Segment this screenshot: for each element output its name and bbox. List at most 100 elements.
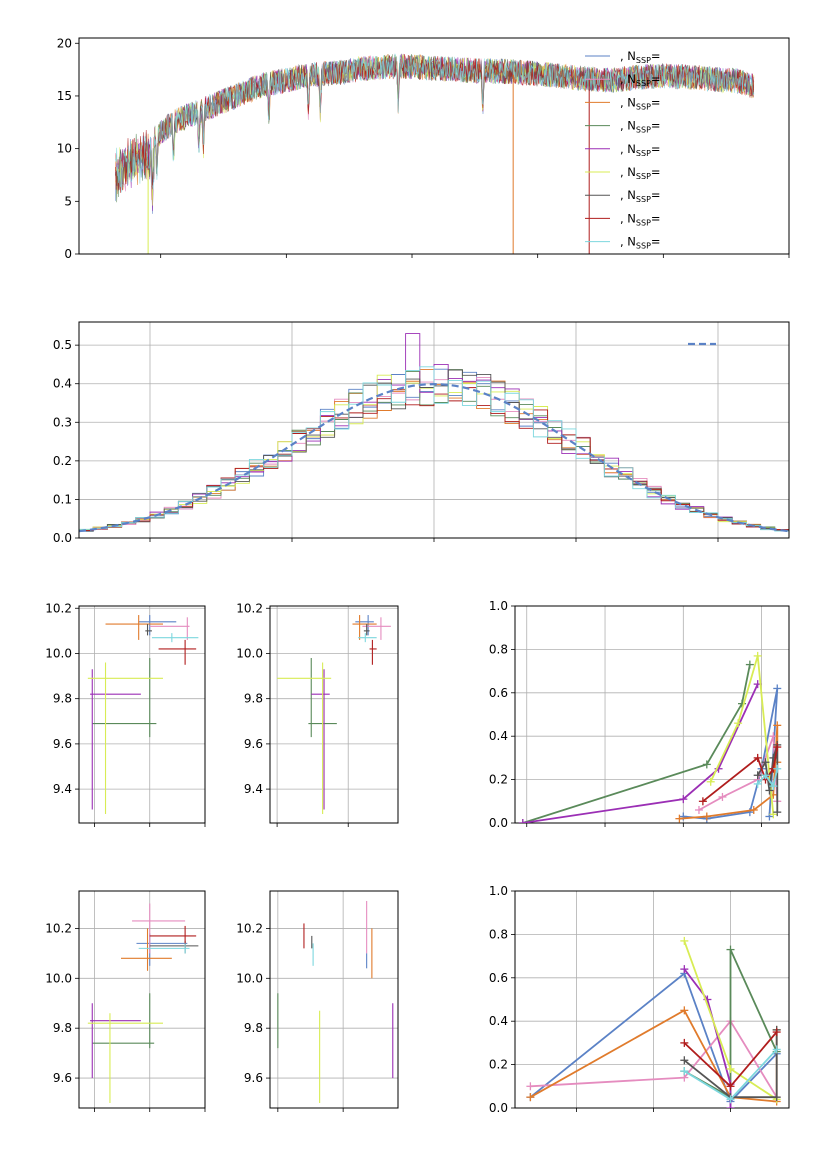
weight-marker (526, 1082, 535, 1091)
legend-label: , NSSP= (620, 165, 661, 181)
y-tick-label: 10.0 (236, 971, 263, 985)
legend-label: , NSSP= (620, 142, 661, 158)
errorbar-point (132, 903, 186, 954)
axes-spectrum: 0 5 10 15 20 (57, 36, 790, 261)
plot-frame (269, 890, 399, 1109)
legend-label: , NSSP= (620, 188, 661, 204)
y-tick-label: 0.2 (489, 1058, 508, 1072)
weight-marker (706, 777, 715, 786)
errorbar-point (151, 633, 199, 643)
y-tick-label: 0.0 (53, 531, 72, 545)
y-tick-label: 0.6 (489, 686, 508, 700)
y-tick-label: 0.0 (489, 816, 508, 830)
axes-z_age: 9.4 9.6 9.8 10.0 10.2 (45, 601, 206, 827)
plot-frame (514, 890, 790, 1109)
weight-marker (773, 721, 782, 730)
weight-marker (698, 797, 707, 806)
errorbar-point (87, 1013, 163, 1104)
errorbar-point (355, 615, 374, 636)
plot-frame (269, 605, 399, 824)
axes-residuals: 0.0 0.1 0.2 0.3 0.4 0.5 (53, 321, 790, 545)
errorbar-point (149, 940, 199, 954)
weight-marker (726, 1064, 735, 1073)
weight-line-6 (683, 1029, 778, 1099)
weight-marker (702, 812, 711, 821)
spectrum-legend: , NSSP= , NSSP= , NSSP= , NSSP= , NSSP= , NSS… (585, 49, 661, 251)
y-tick-label: 0.4 (53, 377, 72, 391)
y-tick-label: 0.4 (489, 1014, 508, 1028)
spectrum-plot (115, 53, 755, 254)
weight-marker (749, 805, 758, 814)
weight-marker (765, 786, 774, 795)
weight-marker (753, 779, 762, 788)
y-tick-label: 1.0 (489, 884, 508, 898)
weight-marker (680, 1038, 689, 1047)
y-tick-label: 10.2 (236, 601, 263, 615)
errorbar-point (121, 928, 172, 971)
weight-marker (761, 771, 770, 780)
errorbar-point (145, 624, 152, 636)
weight-line-5 (709, 655, 775, 815)
y-tick-label: 9.4 (53, 782, 72, 796)
z_weight-lines (526, 936, 781, 1108)
y-tick-label: 9.8 (53, 1021, 72, 1035)
legend-label: , NSSP= (620, 49, 661, 65)
weight-marker (753, 651, 762, 660)
y-tick-label: 0.2 (489, 773, 508, 787)
age_weight-lines (518, 651, 782, 823)
errorbar-point (90, 1003, 141, 1079)
legend-label: , NSSP= (620, 72, 661, 88)
axes-z_weight: 0.0 0.2 0.4 0.6 0.8 1.0 (489, 884, 790, 1115)
weight-marker (745, 660, 754, 669)
weight-marker (680, 936, 689, 945)
residuals-grid (79, 322, 789, 539)
z_mass-points (87, 903, 199, 1104)
weight-marker (726, 1095, 735, 1104)
plot-frame (78, 605, 206, 824)
y-tick-label: 9.6 (244, 1071, 263, 1085)
y-tick-label: 9.6 (244, 737, 263, 751)
weight-marker (680, 965, 689, 974)
legend-label: , NSSP= (620, 235, 661, 251)
y-tick-label: 10.0 (45, 646, 72, 660)
y-tick-label: 0.8 (489, 927, 508, 941)
errorbar-point (277, 662, 332, 814)
errorbar-point (105, 615, 163, 640)
y-tick-label: 10.0 (45, 971, 72, 985)
axes-age_weight: 0.0 0.2 0.4 0.6 0.8 1.0 (489, 599, 790, 830)
weight-marker (694, 805, 703, 814)
y-tick-label: 9.8 (53, 692, 72, 706)
weight-marker (680, 1067, 689, 1076)
weight-line-8 (757, 768, 779, 789)
weight-marker (726, 1104, 735, 1108)
weight-line-3 (522, 664, 751, 823)
weight-marker (772, 1093, 781, 1102)
weight-marker (734, 719, 743, 728)
y-tick-label: 9.6 (53, 1071, 72, 1085)
plot-frame (514, 605, 790, 824)
weight-marker (726, 1082, 735, 1091)
y-tick-label: 0.0 (489, 1101, 508, 1115)
weight-marker (761, 758, 770, 767)
y-tick-label: 0.6 (489, 971, 508, 985)
errorbar-point (311, 669, 330, 810)
weight-marker (772, 1028, 781, 1037)
errorbar-point (363, 624, 370, 636)
z_age-points (87, 615, 199, 814)
weight-marker (526, 1093, 535, 1102)
weight-marker (718, 792, 727, 801)
errorbar-point (138, 943, 190, 954)
y-tick-label: 5 (64, 194, 72, 208)
legend-label: , NSSP= (620, 211, 661, 227)
errorbar-point (149, 617, 190, 640)
errorbar-point (136, 933, 188, 966)
plot-frame (78, 321, 790, 539)
weight-marker (773, 808, 782, 817)
y-tick-label: 0.8 (489, 642, 508, 656)
legend-label: , NSSP= (620, 95, 661, 111)
errorbar-point (92, 993, 155, 1049)
errorbar-point (149, 925, 197, 949)
weight-marker (679, 795, 688, 804)
plot-frame (78, 37, 790, 255)
y-tick-label: 9.8 (244, 1021, 263, 1035)
